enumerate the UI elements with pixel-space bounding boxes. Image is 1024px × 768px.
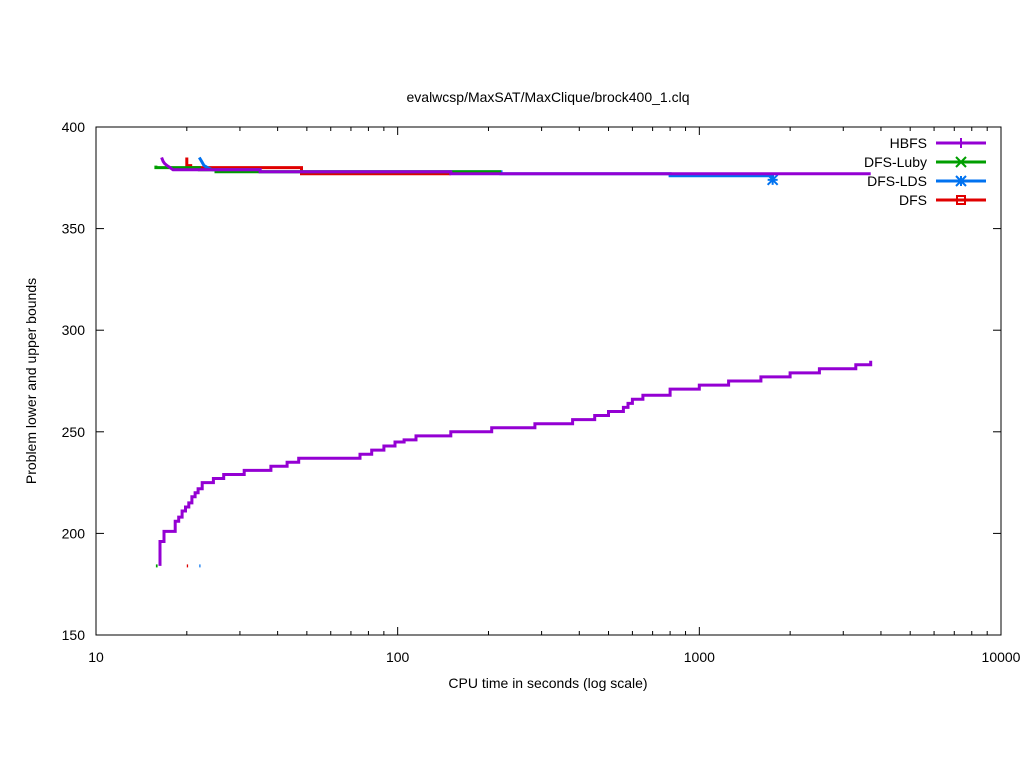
y-axis: 150 200 250 300 350 400 xyxy=(62,119,1001,643)
legend-label-dfs: DFS xyxy=(899,192,927,208)
series-hbfs-lower-line xyxy=(158,360,873,566)
x-tick-label: 100 xyxy=(386,649,410,665)
x-tick-label: 1000 xyxy=(684,649,715,665)
x-tick-label: 10 xyxy=(88,649,104,665)
y-tick-label: 400 xyxy=(62,119,86,135)
legend-marker-dfs-lds xyxy=(955,175,967,187)
legend-marker-dfs xyxy=(956,195,966,205)
legend-marker-hbfs xyxy=(956,138,966,148)
y-tick-label: 300 xyxy=(62,322,86,338)
y-tick-label: 150 xyxy=(62,627,86,643)
y-tick-label: 350 xyxy=(62,221,86,237)
legend-label-hbfs: HBFS xyxy=(890,135,927,151)
x-axis-label: CPU time in seconds (log scale) xyxy=(448,675,647,691)
x-axis: 10 100 1000 10000 xyxy=(88,127,1021,665)
legend: HBFS DFS-Luby DFS-LDS DFS xyxy=(864,135,986,208)
series-layer xyxy=(154,156,873,568)
y-axis-label: Problem lower and upper bounds xyxy=(23,278,39,484)
chart-title: evalwcsp/MaxSAT/MaxClique/brock400_1.clq xyxy=(407,89,690,105)
series-hbfs-upper-line xyxy=(160,156,871,176)
series-dfs-lds-point xyxy=(766,174,779,186)
plot-frame xyxy=(95,126,1002,636)
x-tick-label: 10000 xyxy=(982,649,1021,665)
legend-marker-dfs-luby xyxy=(955,156,967,168)
legend-label-dfs-luby: DFS-Luby xyxy=(864,154,927,170)
y-tick-label: 250 xyxy=(62,424,86,440)
y-tick-label: 200 xyxy=(62,525,86,541)
legend-label-dfs-lds: DFS-LDS xyxy=(867,173,927,189)
